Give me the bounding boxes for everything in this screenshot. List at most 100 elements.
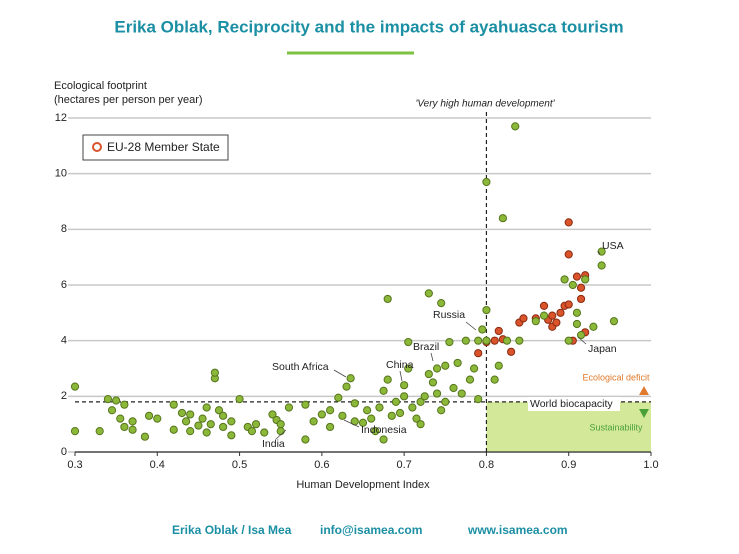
y-tick-label: 12 [55,112,67,124]
country-point [227,431,236,440]
country-point [515,336,524,345]
country-point [95,427,104,436]
label-leader [430,352,434,362]
country-point [247,427,257,436]
label-leader [465,321,477,331]
country-point [416,420,425,429]
country-point [498,214,507,223]
x-tick-label: 0.7 [396,459,411,471]
country-label: China [386,359,414,371]
country-point [461,336,470,345]
x-tick-label: 0.4 [150,459,165,471]
x-tick-label: 0.5 [232,459,247,471]
label-leader [333,369,347,378]
x-tick-label: 0.3 [67,459,82,471]
country-point [395,408,405,418]
country-point [169,400,178,409]
country-point [251,420,261,429]
country-point [572,319,582,329]
legend-marker [92,142,102,152]
country-point [210,368,219,377]
country-point [404,337,413,347]
country-point [301,435,310,444]
y-tick-label: 2 [61,390,67,402]
country-point [412,414,421,423]
country-point [474,395,483,404]
legend-label: EU-28 Member State [107,140,220,154]
country-point [177,408,187,418]
label-leader [343,419,360,428]
country-point [202,403,211,412]
country-point [494,361,503,370]
eu-point [539,301,549,310]
country-point [589,322,598,331]
country-point [219,422,228,432]
deficit-arrow [639,386,649,395]
y-tick-label: 6 [61,279,67,291]
country-point [453,358,462,368]
country-point [400,381,409,390]
country-point [363,406,372,415]
label-leader [577,336,587,345]
footer-email: info@isamea.com [320,523,422,537]
x-tick-label: 0.6 [314,459,329,471]
country-point [432,364,442,373]
country-point [424,369,433,379]
plot-area: 0 2 4 6 8 10 12 0.3 0.4 0.5 0.6 0.7 0.8 0.9 1.0 'Very h… [55,99,659,471]
country-point [128,417,137,426]
country-point [219,411,228,420]
country-point [478,325,487,334]
x-tick-label: 1.0 [643,459,658,471]
country-point [581,275,590,284]
country-point [597,261,606,270]
annotation: World biocapacity [530,398,613,410]
y-tick-label: 0 [61,446,67,458]
x-tick-label: 0.8 [479,459,494,471]
country-point [186,410,195,419]
country-point [449,383,458,393]
country-point [482,305,491,315]
country-point [358,418,368,427]
country-point [576,331,586,340]
country-point [186,427,195,436]
country-point [120,400,129,409]
country-point [367,414,376,423]
country-point [350,399,359,408]
legend-box [82,134,229,161]
eu-point [552,318,561,327]
country-label: Japan [588,343,617,355]
country-point [560,275,569,284]
country-label: Russia [433,309,465,321]
country-point [465,375,475,384]
country-point [107,406,117,415]
country-point [284,403,294,412]
country-point [338,411,347,420]
country-point [441,397,450,406]
annotation: 'Very high human development' [415,99,555,110]
country-point [539,311,549,320]
y-tick-label: 10 [55,168,67,180]
country-point [383,294,392,304]
annotation: Sustainability [589,422,643,432]
country-label: South Africa [272,361,329,373]
y-tick-label: 4 [61,335,67,347]
country-point [70,382,80,391]
country-point [334,393,343,402]
country-point [128,425,137,434]
country-point [564,336,573,345]
country-point [325,422,335,432]
country-point [181,417,191,426]
country-point [198,414,207,423]
country-point [437,298,446,308]
y-axis-label: (hectares per person per year) [54,94,203,106]
label-leader [597,250,601,255]
country-point [457,389,466,398]
country-point [445,337,454,347]
country-point [416,397,425,406]
country-point [379,386,388,395]
country-point [375,403,384,412]
country-label: USA [602,240,624,252]
country-point [428,378,438,387]
y-axis-label: Ecological footprint [54,80,147,92]
annotation-bg [528,397,620,411]
